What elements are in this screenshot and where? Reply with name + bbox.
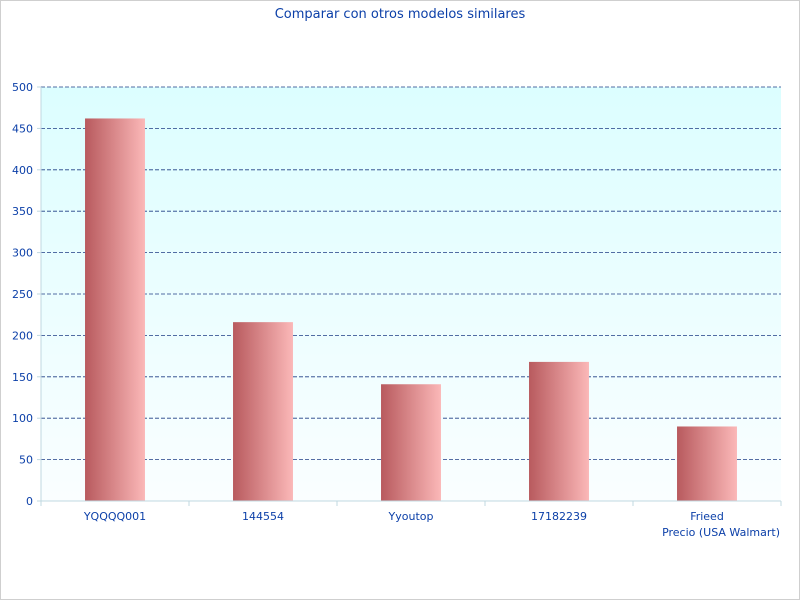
x-tick-label: YQQQQ001 [83,510,146,523]
x-axis-title: Precio (USA Walmart) [662,526,780,539]
y-tick-label: 100 [12,412,33,425]
y-tick-label: 150 [12,371,33,384]
bar [233,322,293,501]
bar [529,361,589,501]
x-tick-label: Frieed [690,510,724,523]
x-tick-label: Yyoutop [388,510,434,523]
bar [677,426,737,501]
bar [381,384,441,501]
y-tick-label: 50 [19,454,33,467]
y-tick-label: 450 [12,122,33,135]
y-tick-label: 300 [12,247,33,260]
y-tick-label: 400 [12,164,33,177]
x-tick-label: 144554 [242,510,284,523]
y-tick-label: 200 [12,329,33,342]
chart-title: Comparar con otros modelos similares [275,7,526,22]
bar [85,118,145,502]
y-tick-label: 500 [12,81,33,94]
y-tick-label: 350 [12,205,33,218]
y-tick-label: 250 [12,288,33,301]
y-axis-ticks: 0 50 100 150 200 250 300 350 400 450 500 [12,81,41,508]
x-axis-ticks: YQQQQ001 144554 Yyoutop 17182239 Frieed [40,501,782,523]
bars [85,118,737,502]
y-tick-label: 0 [26,495,33,508]
x-tick-label: 17182239 [531,510,587,523]
